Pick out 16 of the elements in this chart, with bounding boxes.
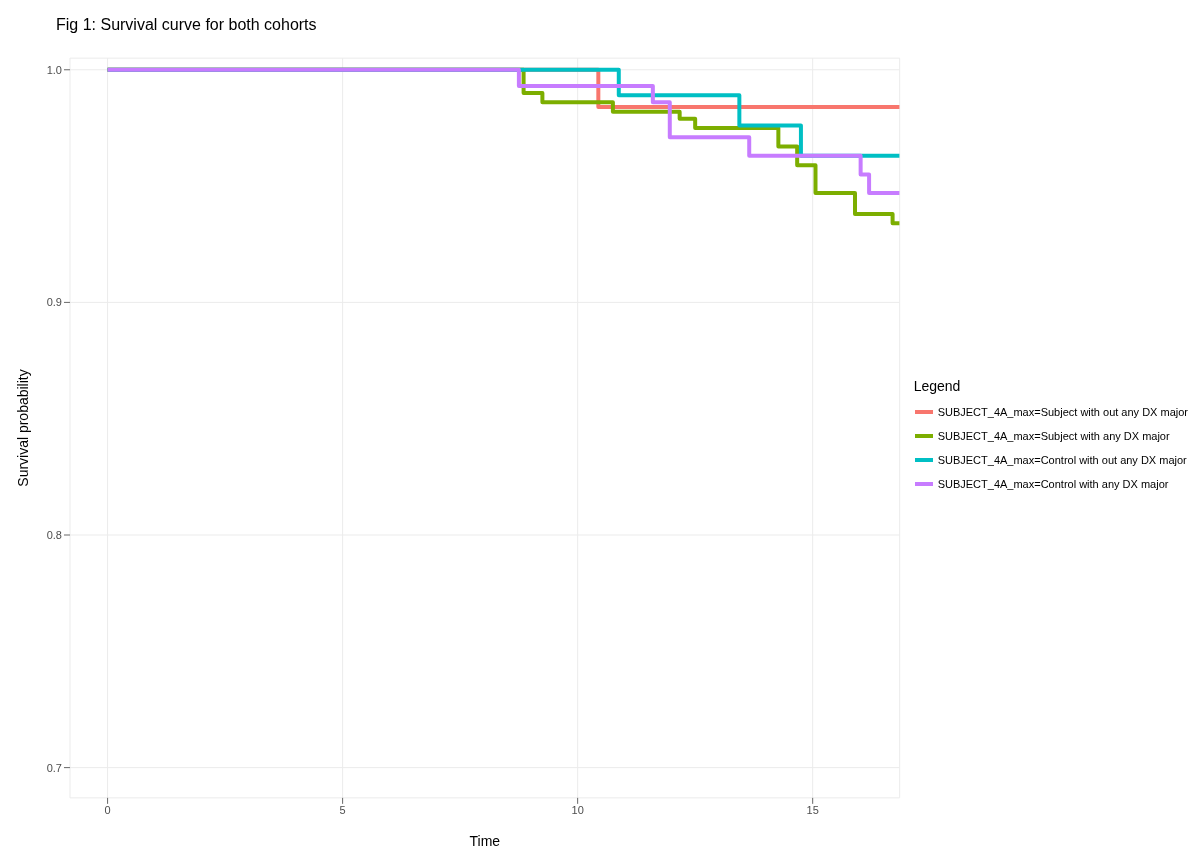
legend-title: Legend — [913, 378, 962, 394]
legend-label: SUBJECT_4A_max=Subject with out any DX major — [937, 406, 1188, 418]
x-tick-label: 15 — [806, 803, 819, 816]
y-axis-title: Survival probability — [14, 369, 31, 487]
y-tick-label: 0.9 — [46, 296, 62, 309]
y-tick-label: 1.0 — [46, 63, 62, 76]
x-tick-label: 0 — [104, 803, 111, 816]
y-tick-label: 0.7 — [46, 761, 62, 774]
legend-label: SUBJECT_4A_max=Subject with any DX major — [937, 430, 1170, 442]
chart-title: Fig 1: Survival curve for both cohorts — [56, 16, 317, 34]
legend-label: SUBJECT_4A_max=Control with any DX major — [937, 478, 1169, 490]
y-tick-label: 0.8 — [46, 528, 62, 541]
legend-label: SUBJECT_4A_max=Control with out any DX major — [937, 454, 1187, 466]
x-tick-label: 5 — [339, 803, 346, 816]
x-axis-title: Time — [469, 832, 501, 849]
x-tick-label: 10 — [571, 803, 584, 816]
